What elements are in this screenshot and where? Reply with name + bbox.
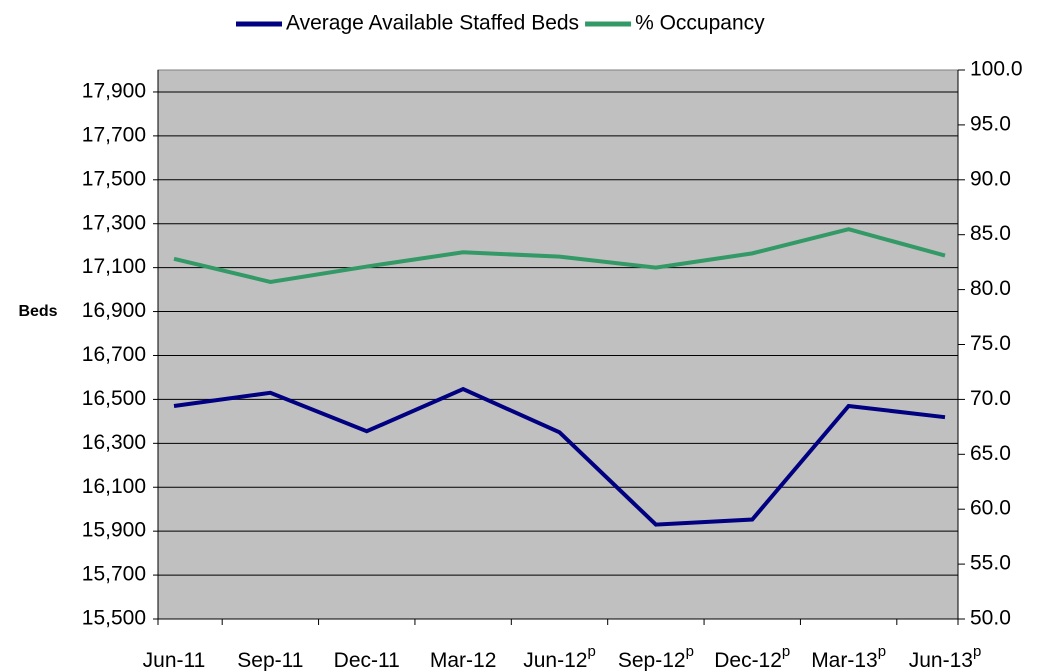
y-tick-label: 17,700: [82, 123, 146, 146]
y-tick-label: 17,100: [82, 255, 146, 278]
y2-tick-label: 90.0: [970, 167, 1011, 190]
y-tick-label: 16,900: [82, 299, 146, 322]
y2-tick-label: 100.0: [970, 58, 1023, 81]
x-tick-label: Dec-11: [334, 649, 400, 671]
series-line: [173, 227, 946, 284]
y-tick-label: 17,500: [82, 167, 146, 190]
y-tick-label: 15,700: [82, 563, 146, 586]
y-tick-label: 16,100: [82, 475, 146, 498]
x-tick-label: Jun-11: [143, 649, 206, 671]
y2-tick-label: 70.0: [970, 387, 1011, 410]
y2-tick-label: 85.0: [970, 222, 1011, 245]
x-tick-text: Mar-12: [430, 649, 497, 671]
y-tick-label: 15,900: [82, 519, 146, 542]
x-tick-superscript: p: [587, 643, 595, 660]
x-tick-superscript: p: [686, 643, 694, 660]
x-tick-superscript: p: [782, 643, 790, 660]
y2-tick-label: 65.0: [970, 442, 1011, 465]
x-tick-label: Sep-11: [237, 649, 303, 671]
y2-tick-label: 55.0: [970, 552, 1011, 575]
series-line: [173, 386, 946, 527]
plot-area: [157, 69, 959, 620]
x-tick-text: Jun-12: [523, 649, 587, 671]
y-tick-label: 16,700: [82, 343, 146, 366]
legend-label: Average Available Staffed Beds: [286, 12, 579, 35]
y-tick-label: 16,300: [82, 431, 146, 454]
x-tick-text: Sep-12: [618, 649, 686, 671]
y-tick-label: 16,500: [82, 387, 146, 410]
x-tick-superscript: p: [973, 643, 981, 660]
x-tick-label: Mar-12: [430, 649, 497, 671]
y2-tick-label: 60.0: [970, 497, 1011, 520]
x-tick-text: Mar-13: [811, 649, 878, 671]
y2-tick-label: 95.0: [970, 112, 1011, 135]
x-tick-text: Dec-12: [714, 649, 782, 671]
y-tick-label: 17,900: [82, 80, 146, 103]
x-tick-label: Dec-12p: [714, 643, 790, 671]
x-tick-text: Jun-13: [909, 649, 973, 671]
y-tick-label: 17,300: [82, 211, 146, 234]
y-tick-label: 15,500: [82, 607, 146, 630]
y2-tick-label: 80.0: [970, 277, 1011, 300]
x-tick-label: Sep-12p: [618, 643, 694, 671]
x-tick-label: Jun-12p: [523, 643, 596, 671]
legend-label: % Occupancy: [635, 12, 765, 35]
x-tick-text: Dec-11: [334, 649, 400, 671]
x-tick-text: Sep-11: [237, 649, 303, 671]
x-tick-label: Mar-13p: [811, 643, 886, 671]
x-tick-text: Jun-11: [143, 649, 206, 671]
y2-tick-label: 75.0: [970, 332, 1011, 355]
x-tick-superscript: p: [878, 643, 886, 660]
x-tick-label: Jun-13p: [909, 643, 982, 671]
y2-tick-label: 50.0: [970, 607, 1011, 630]
y-axis-label: Beds: [18, 303, 57, 320]
